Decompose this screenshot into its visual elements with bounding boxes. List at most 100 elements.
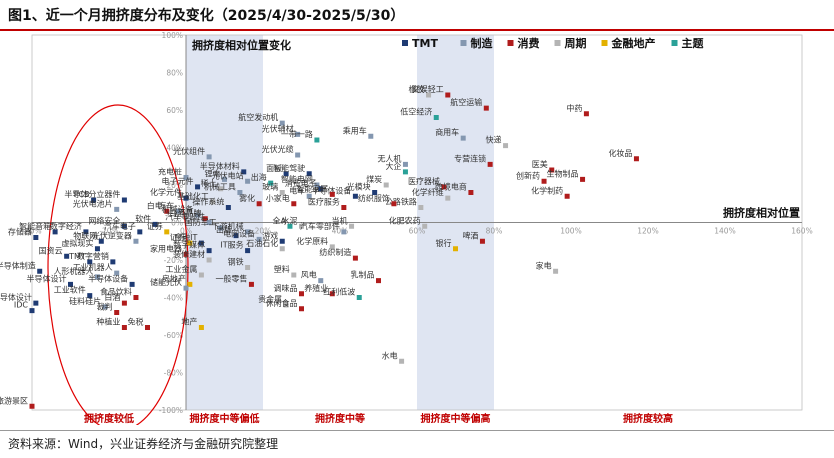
data-point [87,259,93,265]
data-point-label: 橡胶 [409,84,425,94]
data-point-label: 创新药 [516,170,540,180]
data-point [352,193,358,199]
data-point [110,259,116,265]
title-rule [0,29,834,31]
legend-marker [402,40,408,46]
data-point [279,190,285,195]
data-point [121,197,127,203]
data-point [268,180,274,186]
x-tick-label: -40% [22,227,41,236]
data-point-label: 化学纤维 [412,187,444,197]
data-point [218,186,224,192]
data-point-label: 白电 [147,200,163,210]
data-point-label: 红利低波 [323,287,355,297]
legend-label: 消费 [518,36,540,50]
data-point-label: 出版 [216,225,232,235]
data-point [52,229,58,235]
legend-marker [671,40,678,46]
data-point [225,205,231,210]
data-point-label: 光伏电站 [212,170,244,180]
data-point-label: 化妆品 [608,148,632,158]
x-tick-label: 80% [486,227,503,236]
data-point-label: 机械设备 [162,204,194,214]
data-point [441,184,447,190]
data-point-label: 软件 [135,213,151,223]
data-point-label: 基础化工 [177,191,209,201]
data-point-label: 电网设备 [223,228,255,238]
data-point [402,161,408,167]
data-point-label: 航空运输 [450,97,482,107]
data-point-label: 无人机 [377,153,401,163]
data-point [291,201,297,207]
data-point-label: 一般零售 [215,273,247,283]
data-point [241,169,247,175]
y-tick-label: -60% [164,331,183,340]
data-point [453,246,458,252]
data-point [299,306,304,312]
data-point-label: 纺织服饰 [358,193,390,203]
data-point [329,191,335,197]
data-point-label: 风电 [301,270,317,280]
x-tick-label: 100% [560,227,581,236]
data-point [102,304,108,310]
data-point [279,238,285,244]
data-point-label: 物联网 [73,230,97,240]
data-point-label: 纺织制造 [319,247,351,257]
data-point-label: 医美 [532,159,548,169]
data-point [64,253,70,259]
data-point-label: 光伏电池片 [73,198,113,208]
data-point-label: 休闲食品 [266,298,298,308]
data-point [206,220,212,225]
data-point [183,251,189,257]
x-tick-label: -20% [99,227,118,236]
data-point [564,193,570,199]
data-point-label: 汽车 [158,200,174,210]
data-point-label: 钢铁 [228,257,244,267]
data-point-label: 游戏 [262,230,278,240]
data-point-label: 国资云 [39,245,63,255]
data-point [198,325,204,330]
data-point [145,325,150,330]
source-note: 资料来源：Wind，兴业证券经济与金融研究院整理 [8,437,279,451]
legend-label: TMT [412,37,438,50]
data-point [541,178,547,184]
data-point-label: 当机 [332,215,348,225]
y-tick-label: -20% [164,256,183,265]
y-tick-label: -100% [159,406,183,415]
data-point [83,229,89,235]
x-tick-label: 160% [791,227,812,236]
data-point [483,105,489,111]
data-point-label: 消费电子 [285,178,317,188]
data-point-label: 半导体分立器件 [64,189,120,199]
legend-label: 主题 [682,36,705,50]
zone-label: 拥挤度中等偏低 [190,412,260,425]
data-point [487,161,493,167]
data-point-label: 机械工具 [204,182,236,192]
data-point [279,246,285,252]
data-point [68,281,73,287]
data-point [445,195,451,201]
data-point-label: 一带一路 [281,129,313,139]
zone-label: 拥挤度中等 [315,412,365,425]
data-point [549,167,555,173]
data-point-label: 专营连锁 [454,153,486,163]
y-tick-label: 80% [166,69,183,78]
data-point [187,240,193,246]
data-point [233,233,239,239]
x-axis-title: 拥挤度相对位置 [723,206,800,220]
legend-marker [554,40,561,46]
data-point-label: IT服务 [220,240,243,250]
data-point [248,281,254,287]
data-point-label: 航空发动机 [238,112,278,122]
data-point [391,201,397,207]
data-point [121,300,127,306]
data-point [175,208,181,214]
data-point-label: 汽车零部件 [165,212,205,222]
legend-label: 周期 [565,36,587,50]
data-point [460,135,466,141]
data-point [580,176,586,182]
data-point [306,171,312,177]
data-point [121,325,127,330]
data-point [256,236,262,242]
